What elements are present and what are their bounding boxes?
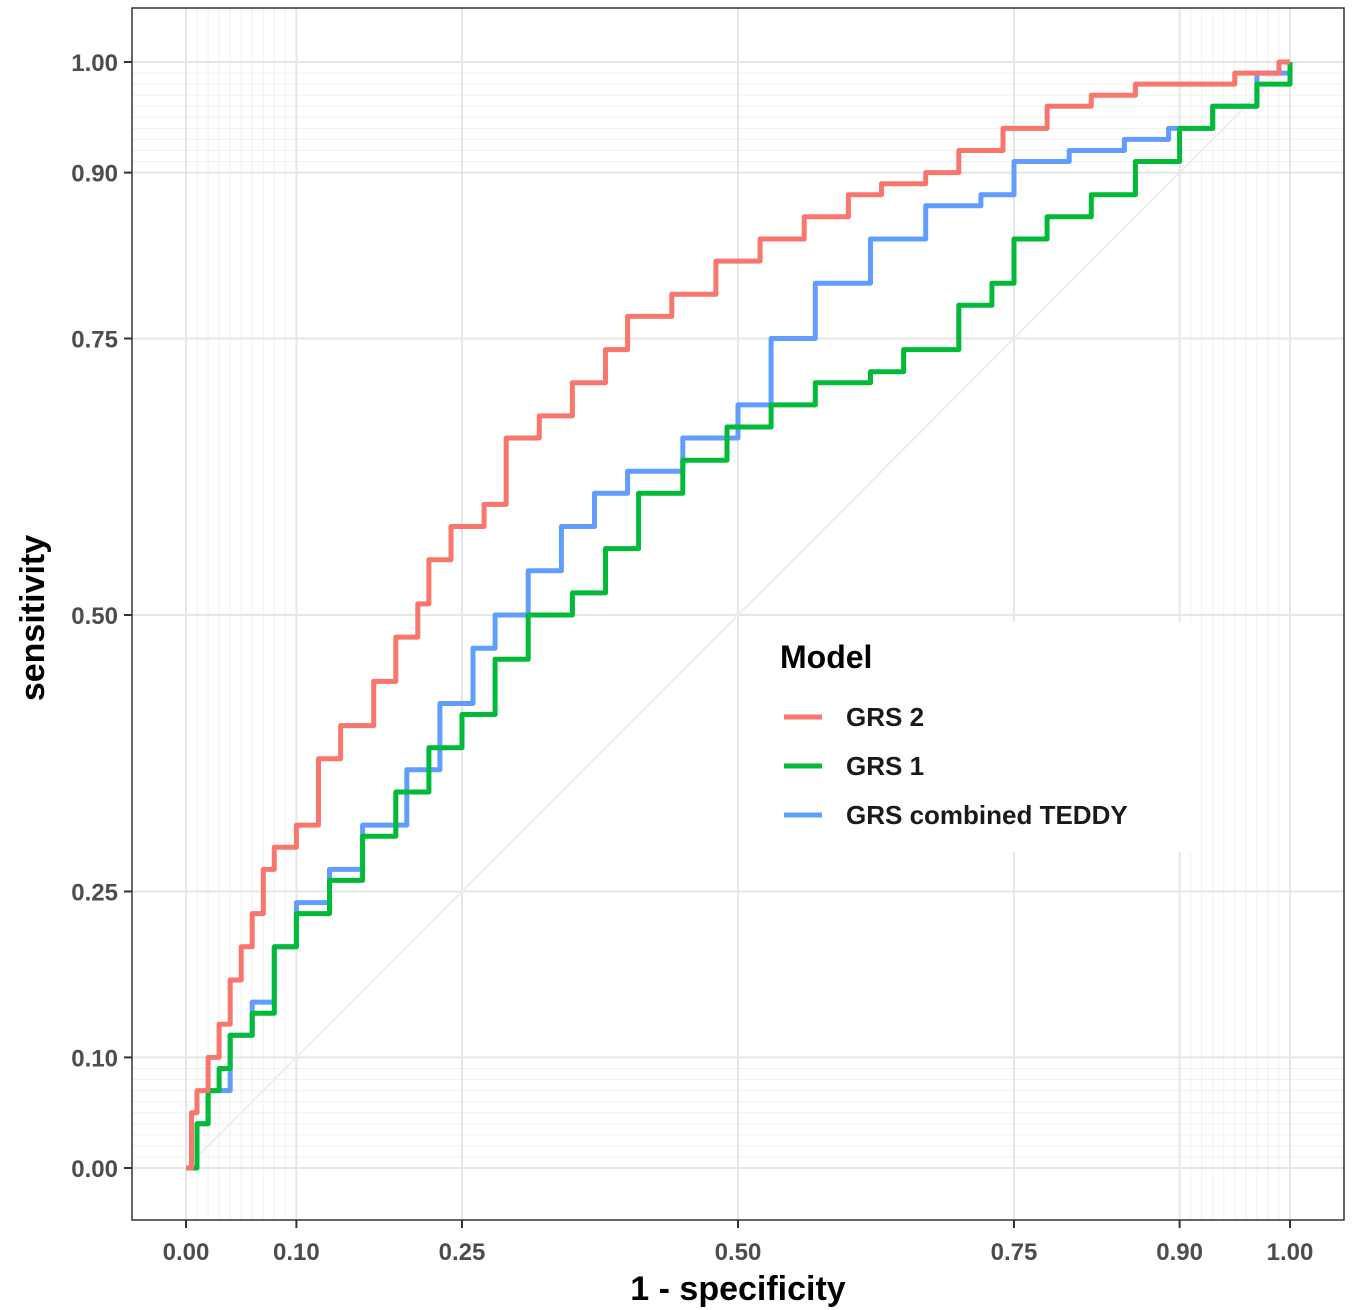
legend: Model GRS 2 GRS 1 GRS combined TEDDY (742, 622, 1196, 852)
x-tick-label: 0.25 (439, 1239, 486, 1266)
x-axis-title: 1 - specificity (630, 1270, 846, 1308)
legend-label-grs-1: GRS 1 (846, 751, 924, 781)
x-tick-label: 0.10 (273, 1239, 320, 1266)
y-tick-label: 0.25 (71, 880, 118, 907)
y-tick-label: 0.10 (71, 1045, 118, 1072)
y-tick-label: 0.90 (71, 161, 118, 188)
x-tick-label: 0.00 (163, 1239, 210, 1266)
y-tick-label: 0.00 (71, 1156, 118, 1183)
diagonal-reference-line (185, 61, 1291, 1169)
series-line-grs-1 (186, 62, 1293, 1171)
x-tick-label: 0.75 (991, 1239, 1038, 1266)
y-tick-label: 0.75 (71, 327, 118, 354)
y-axis: 0.00 0.10 0.25 0.50 0.75 0.90 1.00 (71, 50, 132, 1183)
x-axis: 0.00 0.10 0.25 0.50 0.75 0.90 1.00 (163, 1220, 1314, 1266)
legend-label-grs-combined-teddy: GRS combined TEDDY (846, 800, 1128, 830)
x-tick-label: 1.00 (1267, 1239, 1314, 1266)
series-line-grs-2 (186, 59, 1290, 1171)
y-tick-label: 0.50 (71, 603, 118, 630)
y-tick-label: 1.00 (71, 50, 118, 77)
legend-label-grs-2: GRS 2 (846, 702, 924, 732)
y-axis-title: sensitivity (14, 535, 52, 701)
legend-title: Model (780, 639, 872, 675)
x-tick-label: 0.50 (715, 1239, 762, 1266)
x-tick-label: 0.90 (1156, 1239, 1203, 1266)
series-layer (186, 59, 1293, 1171)
